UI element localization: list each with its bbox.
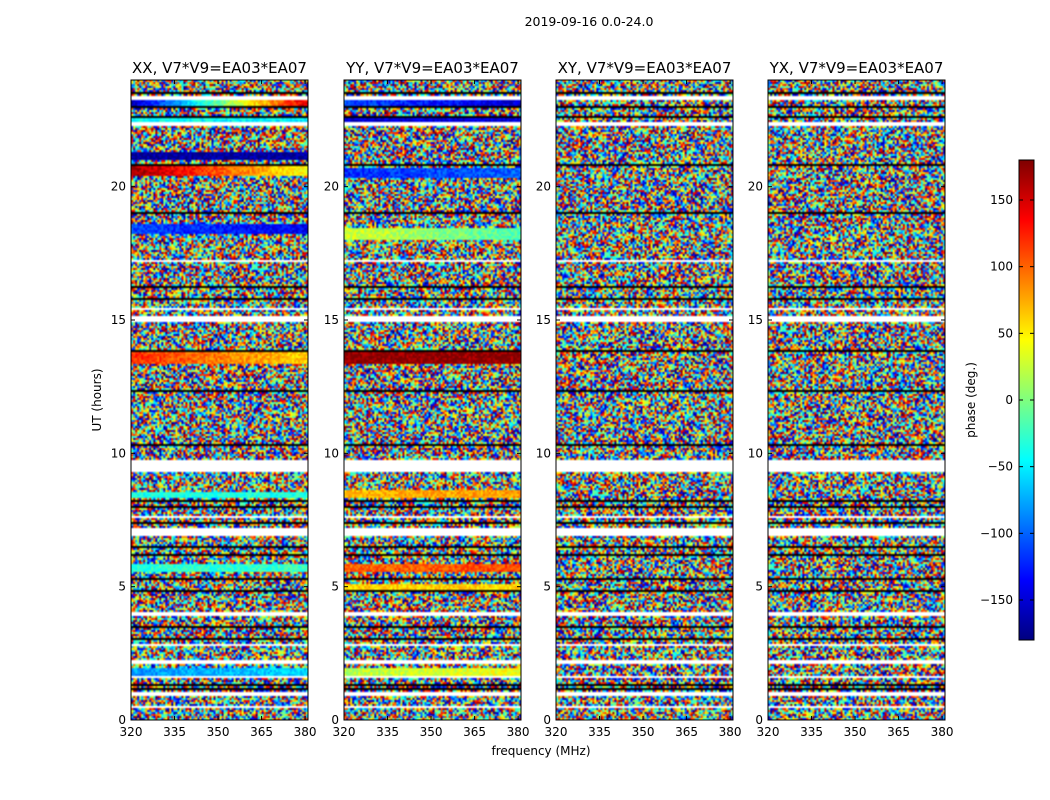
plot-frame-3 — [767, 79, 946, 721]
figure-suptitle: 2019-09-16 0.0-24.0 — [524, 14, 654, 29]
x-tick-label-2-380: 380 — [719, 725, 742, 739]
x-tick-label-3-380: 380 — [931, 725, 954, 739]
panel-2: XY, V7*V9=EA03*EA07 320 335 350 365 380 0 5 10 15… — [536, 59, 742, 739]
panel-title-3: YX, V7*V9=EA03*EA07 — [769, 59, 944, 77]
colorbar-tick-label-100: 100 — [990, 260, 1013, 274]
plot-frame-1 — [343, 79, 522, 721]
y-tick-label-0-5: 5 — [118, 580, 126, 594]
panel-0: XX, V7*V9=EA03*EA07 320 335 350 365 380 0 5 10 15… — [90, 59, 317, 739]
x-tick-label-3-365: 365 — [887, 725, 910, 739]
colorbar-tick-label-50: 50 — [998, 326, 1013, 340]
x-tick-label-0-380: 380 — [294, 725, 317, 739]
colorbar-label: phase (deg.) — [964, 362, 978, 438]
plot-frame-2 — [555, 79, 734, 721]
heatmap-image-2 — [556, 80, 733, 720]
x-axis-label: frequency (MHz) — [491, 744, 590, 758]
colorbar-tick-label--150: −150 — [980, 593, 1013, 607]
y-tick-label-2-5: 5 — [543, 580, 551, 594]
y-tick-label-1-10: 10 — [324, 446, 339, 460]
panel-title-1: YY, V7*V9=EA03*EA07 — [345, 59, 519, 77]
y-tick-label-0-20: 20 — [111, 180, 126, 194]
x-tick-label-2-335: 335 — [588, 725, 611, 739]
x-tick-label-0-365: 365 — [250, 725, 273, 739]
y-tick-label-3-15: 15 — [748, 313, 763, 327]
y-tick-label-0-10: 10 — [111, 446, 126, 460]
x-tick-label-1-320: 320 — [333, 725, 356, 739]
x-tick-label-2-350: 350 — [632, 725, 655, 739]
x-tick-label-1-335: 335 — [376, 725, 399, 739]
x-tick-label-1-350: 350 — [420, 725, 443, 739]
colorbar-tick-label-0: 0 — [1005, 393, 1013, 407]
y-tick-label-1-0: 0 — [331, 713, 339, 727]
x-tick-label-3-320: 320 — [757, 725, 780, 739]
panel-title-0: XX, V7*V9=EA03*EA07 — [132, 59, 307, 77]
heatmap-image-1 — [344, 80, 521, 720]
heatmap-image-3 — [768, 80, 945, 720]
x-tick-label-0-320: 320 — [120, 725, 143, 739]
colorbar-tick-label--100: −100 — [980, 526, 1013, 540]
y-tick-label-0-15: 15 — [111, 313, 126, 327]
colorbar-tick-label--50: −50 — [988, 460, 1013, 474]
plot-frame-0 — [130, 79, 309, 721]
y-tick-label-3-5: 5 — [755, 580, 763, 594]
x-tick-label-1-380: 380 — [507, 725, 530, 739]
y-axis-label: UT (hours) — [90, 368, 104, 431]
colorbar-tick-label-150: 150 — [990, 193, 1013, 207]
panel-3: YX, V7*V9=EA03*EA07 320 335 350 365 380 0 5 10 15… — [748, 59, 954, 739]
y-tick-label-2-15: 15 — [536, 313, 551, 327]
y-tick-label-2-0: 0 — [543, 713, 551, 727]
x-tick-label-2-365: 365 — [675, 725, 698, 739]
x-tick-label-3-335: 335 — [800, 725, 823, 739]
y-tick-label-1-15: 15 — [324, 313, 339, 327]
x-tick-label-0-350: 350 — [207, 725, 230, 739]
y-tick-label-3-20: 20 — [748, 180, 763, 194]
panels-group: XX, V7*V9=EA03*EA07 320 335 350 365 380 0 5 10 15… — [90, 59, 954, 758]
colorbar: 150 100 50 0 −50 −100 −150 phase (deg.) — [964, 159, 1035, 641]
y-tick-label-2-10: 10 — [536, 446, 551, 460]
x-tick-label-3-350: 350 — [844, 725, 867, 739]
y-tick-label-0-0: 0 — [118, 713, 126, 727]
y-tick-label-1-5: 5 — [331, 580, 339, 594]
y-tick-label-2-20: 20 — [536, 180, 551, 194]
panel-1: YY, V7*V9=EA03*EA07 320 335 350 365 380 0 5 10 15… — [324, 59, 591, 758]
panel-title-2: XY, V7*V9=EA03*EA07 — [558, 59, 732, 77]
heatmap-image-0 — [131, 80, 308, 720]
y-tick-label-3-10: 10 — [748, 446, 763, 460]
x-tick-label-0-335: 335 — [163, 725, 186, 739]
x-tick-label-2-320: 320 — [545, 725, 568, 739]
y-tick-label-3-0: 0 — [755, 713, 763, 727]
x-tick-label-1-365: 365 — [463, 725, 486, 739]
y-tick-label-1-20: 20 — [324, 180, 339, 194]
